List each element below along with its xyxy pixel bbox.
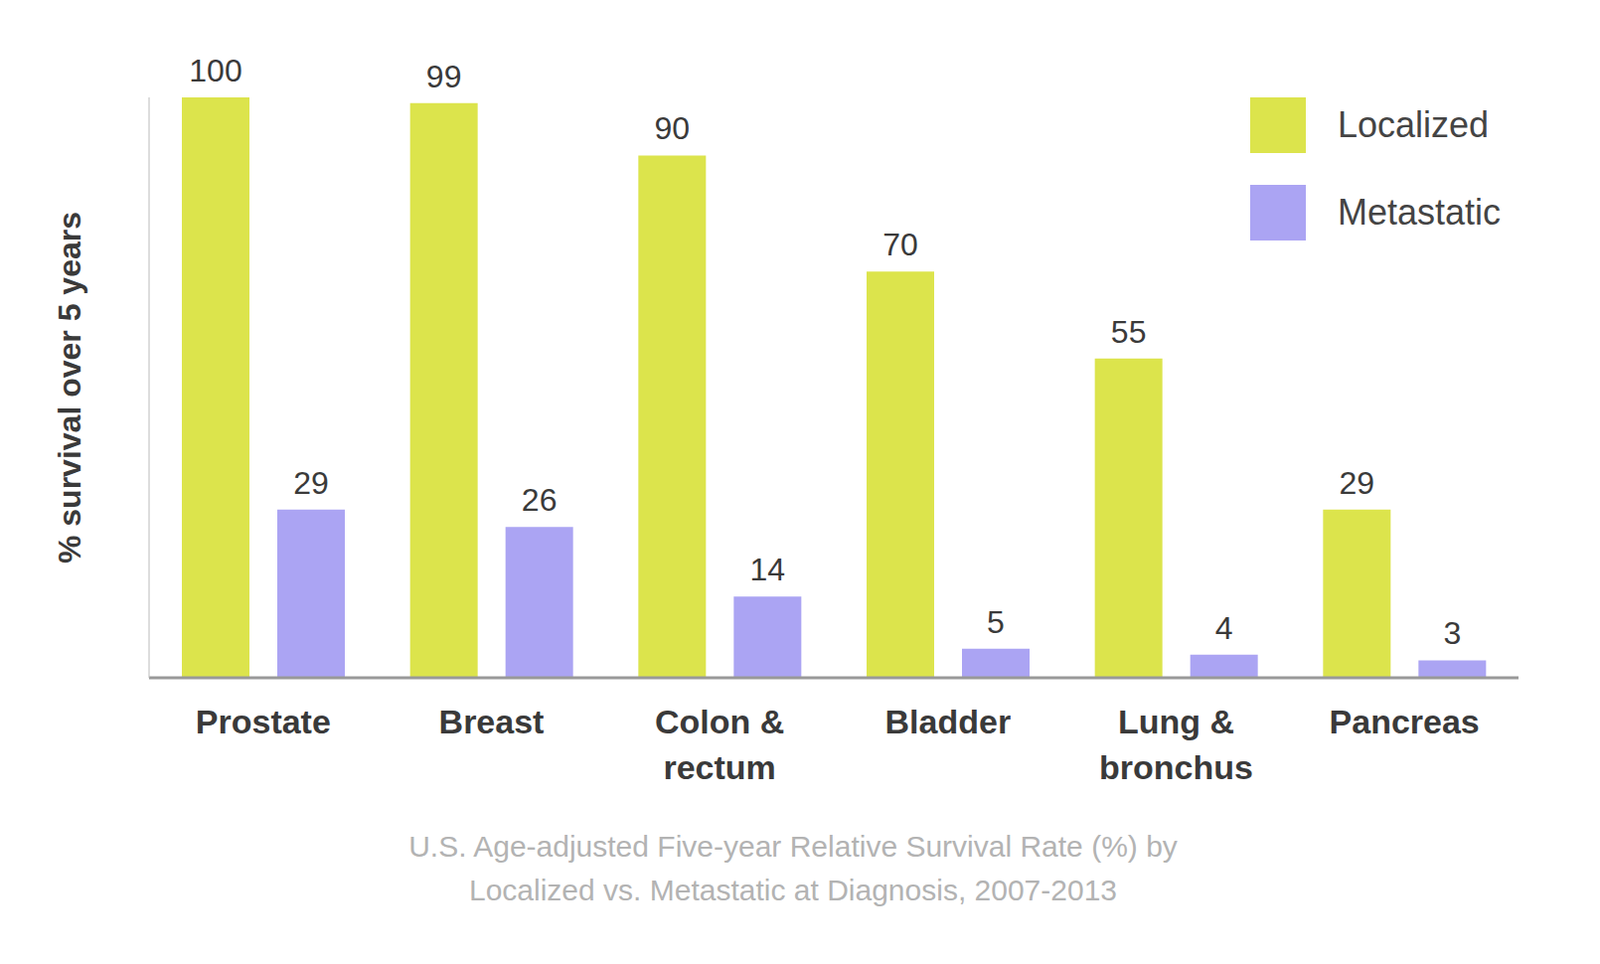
svg-text:55: 55 bbox=[1111, 314, 1147, 350]
svg-text:Breast: Breast bbox=[439, 702, 545, 741]
svg-text:26: 26 bbox=[521, 481, 558, 518]
svg-text:bronchus: bronchus bbox=[1099, 748, 1254, 787]
svg-text:Bladder: Bladder bbox=[885, 702, 1012, 741]
svg-text:Colon &: Colon & bbox=[654, 702, 785, 741]
svg-text:90: 90 bbox=[654, 110, 691, 147]
svg-text:14: 14 bbox=[750, 551, 787, 588]
svg-text:rectum: rectum bbox=[662, 748, 776, 787]
html-text:Metastatic: Metastatic bbox=[1337, 191, 1501, 233]
svg-text:99: 99 bbox=[426, 58, 463, 95]
svg-text:3: 3 bbox=[1442, 615, 1461, 651]
svg-text:Pancreas: Pancreas bbox=[1329, 702, 1480, 741]
svg-text:4: 4 bbox=[1215, 610, 1234, 646]
html-text:U.S. Age-adjusted Five-year Re: U.S. Age-adjusted Five-year Relative Sur… bbox=[408, 829, 1178, 863]
html-text:Localized vs. Metastatic at Di: Localized vs. Metastatic at Diagnosis, 2… bbox=[469, 873, 1118, 907]
svg-text:29: 29 bbox=[293, 465, 329, 501]
svg-text:5: 5 bbox=[986, 604, 1005, 640]
svg-text:70: 70 bbox=[882, 226, 919, 263]
svg-text:100: 100 bbox=[188, 52, 242, 89]
html-text:% survival over 5 years: % survival over 5 years bbox=[51, 211, 88, 564]
svg-text:29: 29 bbox=[1339, 465, 1376, 501]
svg-text:Prostate: Prostate bbox=[195, 702, 331, 741]
svg-text:Lung &: Lung & bbox=[1118, 702, 1235, 741]
html-text:Localized: Localized bbox=[1337, 104, 1489, 146]
